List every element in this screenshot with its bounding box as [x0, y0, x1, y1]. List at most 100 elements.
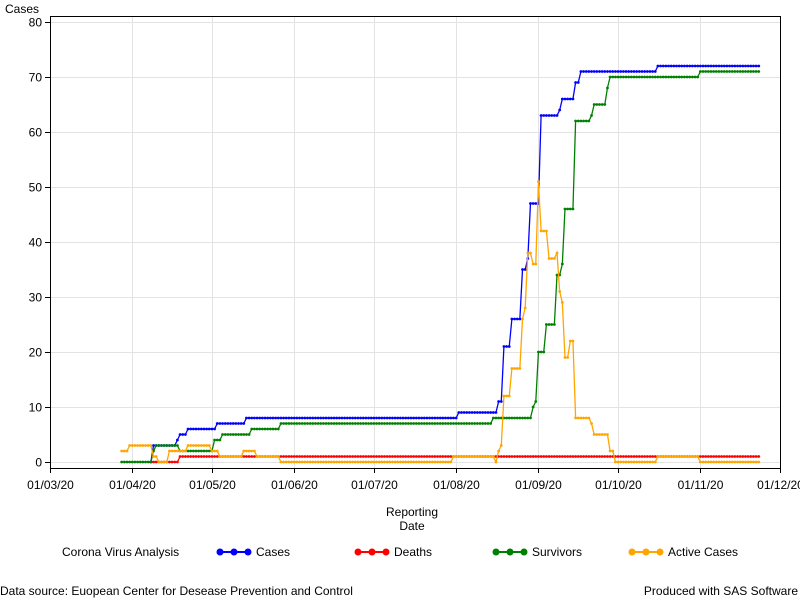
data-point-cases — [661, 64, 665, 68]
data-point-deaths — [287, 455, 291, 458]
data-point-deaths — [409, 455, 413, 458]
data-point-deaths — [712, 455, 716, 458]
data-point-deaths — [290, 455, 293, 458]
data-point-survivors — [627, 75, 631, 79]
data-point-active-cases — [656, 455, 660, 458]
data-point-cases — [234, 422, 238, 425]
data-point-deaths — [653, 455, 657, 458]
data-point-active-cases — [733, 460, 737, 464]
data-point-survivors — [741, 70, 745, 73]
data-point-survivors — [438, 422, 442, 425]
data-point-active-cases — [691, 455, 694, 458]
data-point-cases — [614, 70, 617, 73]
legend-label-survivors: Survivors — [532, 545, 583, 559]
data-point-cases — [335, 416, 339, 420]
data-point-active-cases — [701, 460, 705, 464]
data-point-deaths — [566, 455, 570, 458]
data-point-active-cases — [165, 460, 169, 464]
data-point-survivors — [351, 422, 355, 425]
data-point-survivors — [274, 427, 278, 431]
data-point-deaths — [643, 455, 647, 458]
data-point-active-cases — [399, 460, 402, 464]
data-point-cases — [672, 64, 676, 68]
data-point-active-cases — [725, 460, 729, 464]
data-point-survivors — [656, 75, 660, 79]
data-point-cases — [406, 416, 410, 420]
data-point-cases — [181, 433, 185, 436]
data-point-survivors — [367, 422, 370, 425]
data-point-deaths — [744, 455, 747, 458]
data-point-survivors — [314, 422, 317, 425]
data-point-active-cases — [438, 460, 442, 464]
data-point-active-cases — [314, 460, 317, 464]
data-point-survivors — [722, 70, 726, 73]
data-point-active-cases — [255, 455, 259, 458]
data-point-survivors — [303, 422, 307, 425]
data-point-survivors — [332, 422, 336, 425]
data-point-cases — [473, 411, 477, 414]
data-point-survivors — [698, 70, 702, 73]
data-point-active-cases — [191, 444, 195, 447]
data-point-survivors — [664, 75, 668, 79]
data-point-cases — [499, 400, 503, 403]
data-point-survivors — [364, 422, 368, 425]
data-point-cases — [284, 416, 288, 420]
data-point-survivors — [701, 70, 705, 73]
data-point-survivors — [696, 75, 700, 79]
data-point-cases — [353, 416, 357, 420]
data-point-active-cases — [144, 444, 147, 447]
data-point-survivors — [457, 422, 461, 425]
data-point-cases — [388, 416, 392, 420]
data-point-survivors — [436, 422, 439, 425]
data-point-active-cases — [160, 460, 163, 464]
data-point-deaths — [531, 455, 535, 458]
data-point-cases — [412, 416, 416, 420]
data-point-active-cases — [375, 460, 378, 464]
data-point-survivors — [396, 422, 400, 425]
data-point-active-cases — [698, 460, 702, 464]
data-point-cases — [629, 70, 633, 73]
data-point-cases — [356, 416, 360, 420]
data-point-cases — [558, 108, 562, 112]
data-point-cases — [393, 416, 397, 420]
data-point-survivors — [428, 422, 431, 425]
data-point-deaths — [433, 455, 437, 458]
data-point-active-cases — [258, 455, 262, 458]
data-point-deaths — [757, 455, 761, 458]
data-point-cases — [287, 416, 291, 420]
data-point-active-cases — [409, 460, 413, 464]
data-point-active-cases — [388, 460, 392, 464]
data-point-survivors — [738, 70, 742, 73]
legend-swatch-survivors — [492, 548, 528, 556]
legend-label-cases: Cases — [256, 545, 291, 559]
data-point-active-cases — [621, 460, 625, 464]
data-point-cases — [632, 70, 636, 73]
data-point-survivors — [229, 433, 232, 436]
data-point-cases — [221, 422, 224, 425]
data-point-survivors — [176, 444, 179, 447]
data-point-deaths — [250, 455, 254, 458]
data-point-cases — [706, 64, 710, 68]
data-point-survivors — [651, 75, 654, 79]
data-point-cases — [242, 422, 246, 425]
data-point-cases — [590, 70, 593, 73]
data-point-active-cases — [130, 444, 134, 447]
data-point-active-cases — [709, 460, 713, 464]
data-point-survivors — [388, 422, 392, 425]
data-point-survivors — [539, 350, 543, 354]
data-point-active-cases — [345, 460, 349, 464]
data-point-cases — [329, 416, 333, 420]
data-point-active-cases — [571, 339, 575, 343]
data-point-cases — [210, 427, 214, 431]
data-point-survivors — [319, 422, 323, 425]
data-point-deaths — [367, 455, 370, 458]
data-point-active-cases — [513, 367, 516, 370]
data-point-survivors — [324, 422, 328, 425]
data-point-active-cases — [475, 455, 479, 458]
data-point-active-cases — [714, 460, 718, 464]
data-point-survivors — [534, 400, 538, 403]
data-point-survivors — [168, 444, 171, 447]
series-markers-cases — [149, 64, 761, 464]
data-point-cases — [669, 64, 673, 68]
data-point-cases — [691, 64, 694, 68]
